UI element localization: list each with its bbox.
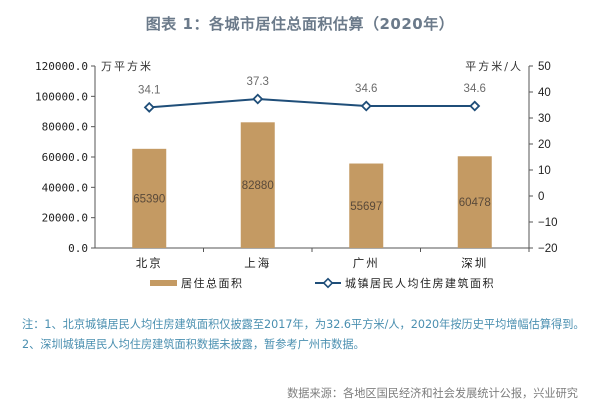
note-1: 注：1、北京城镇居民人均住房建筑面积仅披露至2017年，为32.6平方米/人，2… <box>22 318 585 331</box>
category-label: 深圳 <box>461 256 488 270</box>
right-tick-label: 20 <box>538 139 551 151</box>
combo-chart: 120000.0100000.080000.060000.040000.0200… <box>35 59 558 290</box>
diamond-marker-icon <box>252 93 264 105</box>
right-tick-label: −10 <box>538 217 558 229</box>
bar-0: 65390 <box>132 148 167 248</box>
line-value-label: 37.3 <box>247 76 269 88</box>
right-tick-label: −20 <box>538 243 558 255</box>
bar-swatch-icon <box>150 280 177 286</box>
chart-notes: 注：1、北京城镇居民人均住房建筑面积仅披露至2017年，为32.6平方米/人，2… <box>22 315 592 355</box>
bar-2: 55697 <box>349 163 384 248</box>
chart-title: 图表 1：各城市居住总面积估算（2020年） <box>145 15 455 33</box>
category-label: 广州 <box>353 256 380 270</box>
legend: 居住总面积 城镇居民人均住房建筑面积 <box>150 276 495 290</box>
line-value-label: 34.1 <box>138 84 160 96</box>
legend-bar-label: 居住总面积 <box>181 276 244 290</box>
line-value-label: 34.6 <box>355 83 377 95</box>
left-tick-label: 120000.0 <box>35 60 88 73</box>
bar-value-label: 60478 <box>459 197 491 209</box>
category-labels: 北京 上海 广州 深圳 <box>136 256 488 270</box>
left-axis-unit: 万平方米 <box>101 59 153 73</box>
legend-item-bar: 居住总面积 <box>150 276 244 290</box>
left-tick-label: 0.0 <box>68 242 88 255</box>
note-2: 2、深圳城镇居民人均住房建筑面积数据未披露，暂参考广州市数据。 <box>22 338 365 351</box>
bar-value-label: 55697 <box>350 201 382 213</box>
x-axis <box>95 247 530 252</box>
diamond-marker-icon <box>143 101 155 113</box>
category-label: 上海 <box>244 256 271 270</box>
bar-series: 65390 82880 55697 60478 <box>132 122 492 248</box>
left-tick-label: 40000.0 <box>42 181 88 194</box>
bar-1: 82880 <box>240 122 275 248</box>
left-tick-label: 100000.0 <box>35 90 88 103</box>
legend-line-label: 城镇居民人均住房建筑面积 <box>345 276 495 290</box>
right-axis: 50 40 30 20 10 0 −10 −20 平方米/人 <box>465 59 557 255</box>
right-axis-unit: 平方米/人 <box>465 59 523 73</box>
line-value-label: 34.6 <box>464 83 486 95</box>
data-source: 数据来源：各地区国民经济和社会发展统计公报，兴业研究 <box>287 387 578 400</box>
right-tick-label: 10 <box>538 165 551 177</box>
right-tick-label: 50 <box>538 61 551 73</box>
diamond-marker-icon <box>322 277 334 289</box>
bar-value-label: 65390 <box>133 193 165 205</box>
diamond-marker-icon <box>469 100 481 112</box>
left-axis: 120000.0 100000.0 80000.0 60000.0 40000.0 200… <box>35 59 153 255</box>
left-tick-label: 60000.0 <box>42 151 88 164</box>
line-series: 34.1 37.3 34.6 34.6 <box>138 76 486 113</box>
right-tick-label: 0 <box>538 191 544 203</box>
legend-item-line: 城镇居民人均住房建筑面积 <box>315 276 495 290</box>
left-tick-label: 80000.0 <box>42 121 88 134</box>
diamond-marker-icon <box>360 100 372 112</box>
bar-3: 60478 <box>457 156 492 248</box>
category-label: 北京 <box>136 256 163 270</box>
bar-value-label: 82880 <box>242 180 274 192</box>
left-tick-label: 20000.0 <box>42 212 88 225</box>
right-tick-label: 30 <box>538 113 551 125</box>
right-tick-label: 40 <box>538 87 551 99</box>
